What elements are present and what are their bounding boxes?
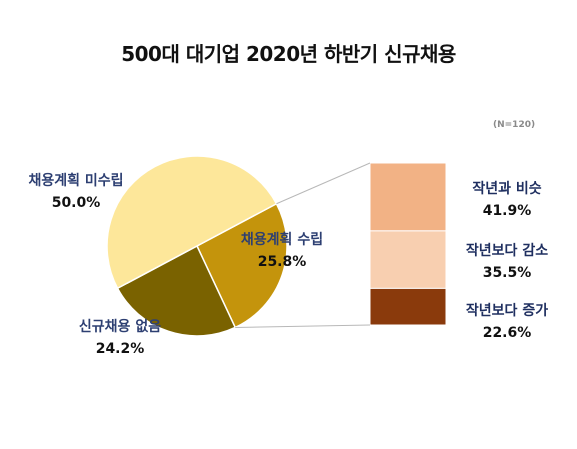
pie-label-none-value: 24.2% — [95, 341, 145, 357]
pie-label-planned: 채용계획 수립 25.8% — [212, 229, 352, 273]
pie-label-unplanned: 채용계획 미수립 50.0% — [2, 170, 150, 214]
bar-label-similar: 작년과 비슷 41.9% — [447, 178, 567, 222]
chart-title: 500대 대기업 2020년 하반기 신규채용 — [121, 42, 456, 66]
bar-label-decrease-name: 작년보다 감소 — [465, 243, 549, 259]
pie-label-unplanned-value: 50.0% — [51, 195, 101, 211]
bar-label-increase-value: 22.6% — [482, 325, 532, 341]
connector-line-top — [276, 162, 371, 205]
bar-label-similar-name: 작년과 비슷 — [472, 181, 542, 197]
pie-label-planned-name: 채용계획 수립 — [240, 232, 324, 248]
connector-line-bottom — [235, 324, 371, 328]
pie-label-planned-value: 25.8% — [257, 254, 307, 270]
bar-label-decrease-value: 35.5% — [482, 265, 532, 281]
pie-slice-unplanned — [106, 155, 278, 290]
bar-label-increase: 작년보다 증가 22.6% — [447, 300, 567, 344]
bar-segment-increase — [369, 287, 447, 326]
bar-segment-similar — [369, 162, 447, 232]
bar-segment-decrease — [369, 230, 447, 289]
pie-label-none: 신규채용 없음 24.2% — [40, 316, 200, 360]
bar-label-decrease: 작년보다 감소 35.5% — [447, 240, 567, 284]
pie-label-none-name: 신규채용 없음 — [78, 319, 162, 335]
pie-slice-none — [116, 244, 237, 337]
sample-size-note: (N=120) — [493, 120, 536, 130]
pie-label-unplanned-name: 채용계획 미수립 — [28, 173, 124, 189]
bar-label-similar-value: 41.9% — [482, 203, 532, 219]
bar-label-increase-name: 작년보다 증가 — [465, 303, 549, 319]
